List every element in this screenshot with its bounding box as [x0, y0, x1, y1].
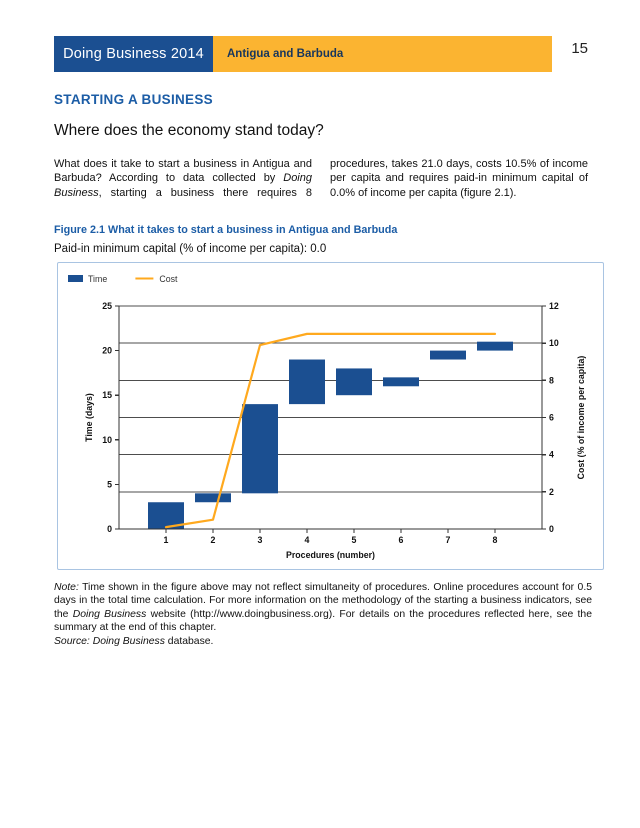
report-title: Doing Business 2014: [63, 46, 204, 62]
figure-chart: 0 5 10 15 20 25 0 2 4 6 8 10 12 1 2 3 4 5 6 7 8 Time (days) Co…: [57, 262, 604, 570]
legend-label: Time: [88, 274, 107, 284]
right-axis-tick-label: 0: [549, 524, 554, 534]
x-axis-tick-label: 4: [305, 535, 310, 545]
cost-line: [164, 332, 497, 529]
time-bar: [242, 404, 278, 494]
time-bar: [477, 341, 513, 351]
right-axis-tick-label: 4: [549, 450, 554, 460]
x-axis-tick-label: 3: [258, 535, 263, 545]
legend-time-swatch: [68, 275, 83, 282]
text-segment: Doing Business: [72, 608, 147, 620]
text-segment: procedures, takes 21.0 days, costs 10.5%…: [330, 158, 588, 199]
left-axis-tick-label: 25: [102, 301, 112, 311]
time-bar: [430, 350, 466, 360]
left-axis-tick-label: 0: [107, 524, 112, 534]
right-axis-title: Cost (% of income per capita): [576, 356, 586, 480]
intro-column-right: procedures, takes 21.0 days, costs 10.5%…: [330, 157, 588, 200]
right-axis-tick-label: 2: [549, 487, 554, 497]
figure-source: Source: Doing Business database.: [54, 635, 592, 648]
text-segment: Source:: [54, 636, 93, 647]
text-segment: Time shown in the figure above may not r…: [54, 582, 592, 620]
text-segment: database.: [164, 636, 214, 647]
text-segment: website (http://www.doingbusiness.org). …: [54, 608, 592, 634]
text-segment: Note:: [54, 582, 79, 593]
left-axis-title: Time (days): [84, 393, 94, 442]
figure-note: Note: Time shown in the figure above may…: [54, 581, 592, 635]
text-segment: , starting a business there requires 8: [98, 186, 312, 199]
text-segment: What does it take to start a business in…: [54, 158, 312, 185]
time-bar: [383, 377, 419, 387]
header-brand-band: Doing Business 2014: [54, 36, 213, 72]
time-bar: [195, 493, 231, 503]
x-axis-tick-label: 7: [446, 535, 451, 545]
header-country-band: Antigua and Barbuda: [213, 36, 552, 72]
time-bar: [336, 368, 372, 396]
economy-name: Antigua and Barbuda: [227, 48, 344, 60]
figure-subtitle: Paid-in minimum capital (% of income per…: [54, 243, 327, 255]
x-axis-tick-label: 6: [399, 535, 404, 545]
x-axis-tick-label: 8: [493, 535, 498, 545]
left-axis-tick-label: 5: [107, 479, 112, 489]
left-axis-tick-label: 10: [102, 435, 112, 445]
page-number: 15: [571, 40, 588, 57]
legend-label: Cost: [159, 274, 178, 284]
right-axis-tick-label: 10: [549, 338, 559, 348]
left-axis-tick-label: 20: [102, 346, 112, 356]
text-segment: Doing Business: [54, 172, 312, 199]
section-subtitle: Where does the economy stand today?: [54, 122, 324, 139]
left-axis-tick-label: 15: [102, 390, 112, 400]
time-bar: [289, 359, 325, 405]
figure-title: Figure 2.1 What it takes to start a busi…: [54, 224, 398, 236]
right-axis-tick-label: 12: [549, 301, 559, 311]
x-axis-title: Procedures (number): [286, 550, 375, 560]
x-axis-tick-label: 2: [211, 535, 216, 545]
x-axis-tick-label: 1: [164, 535, 169, 545]
intro-column-left: What does it take to start a business in…: [54, 157, 312, 200]
x-axis-tick-label: 5: [352, 535, 357, 545]
right-axis-tick-label: 8: [549, 375, 554, 385]
text-segment: Doing Business: [92, 636, 165, 647]
right-axis-tick-label: 6: [549, 413, 554, 423]
section-title: STARTING A BUSINESS: [54, 92, 213, 107]
